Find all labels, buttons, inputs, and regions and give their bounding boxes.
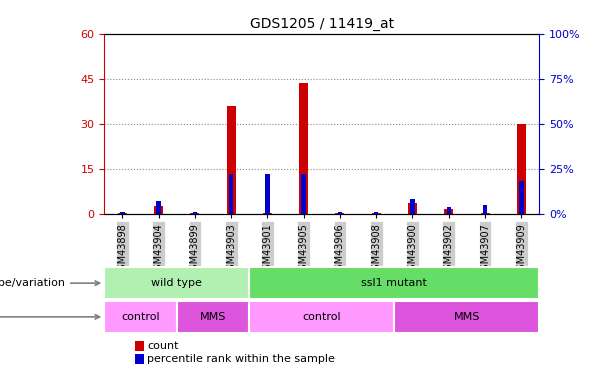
Bar <box>302 174 306 214</box>
Bar <box>371 213 381 214</box>
Bar <box>263 213 272 214</box>
Bar <box>299 83 308 214</box>
Bar <box>374 212 378 214</box>
Bar <box>249 301 394 333</box>
Title: GDS1205 / 11419_at: GDS1205 / 11419_at <box>249 17 394 32</box>
Bar <box>104 301 177 333</box>
Text: percentile rank within the sample: percentile rank within the sample <box>147 354 335 364</box>
Text: MMS: MMS <box>454 312 480 322</box>
Bar <box>408 203 417 214</box>
Bar <box>335 213 345 214</box>
Bar <box>338 212 342 214</box>
Text: agent: agent <box>0 312 99 322</box>
Bar <box>394 301 539 333</box>
Text: MMS: MMS <box>200 312 226 322</box>
Bar <box>265 174 270 214</box>
Bar <box>229 174 234 214</box>
Text: wild type: wild type <box>151 278 202 288</box>
Bar <box>192 212 197 214</box>
Bar <box>446 207 451 214</box>
Bar <box>118 213 127 214</box>
Bar <box>227 106 235 214</box>
Text: genotype/variation: genotype/variation <box>0 278 99 288</box>
Bar <box>444 209 453 214</box>
Text: count: count <box>147 341 178 351</box>
Bar <box>249 267 539 299</box>
Text: control: control <box>302 312 341 322</box>
Bar <box>517 124 526 214</box>
Bar <box>120 212 124 214</box>
Bar <box>481 213 490 214</box>
Bar <box>177 301 249 333</box>
Bar <box>104 267 249 299</box>
Bar <box>154 206 163 214</box>
Text: control: control <box>121 312 160 322</box>
Bar <box>191 213 199 214</box>
Bar <box>519 182 524 214</box>
Bar <box>156 201 161 214</box>
Bar <box>410 200 415 214</box>
Text: ssl1 mutant: ssl1 mutant <box>362 278 427 288</box>
Bar <box>483 205 487 214</box>
